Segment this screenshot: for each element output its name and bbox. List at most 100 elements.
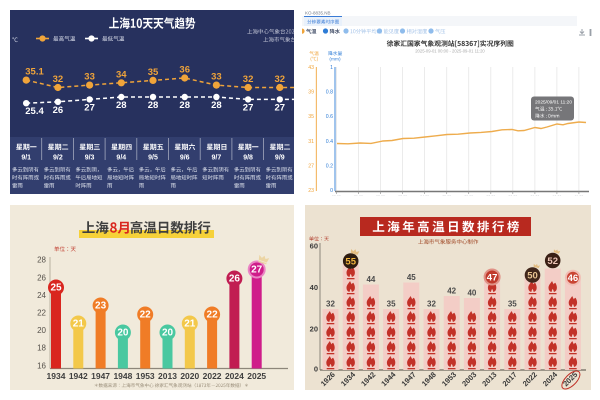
svg-text:22: 22: [37, 309, 46, 318]
svg-text:32: 32: [53, 74, 64, 85]
svg-text:32: 32: [326, 300, 335, 309]
svg-text:01:00: 01:00: [354, 195, 363, 196]
svg-text:27: 27: [84, 102, 95, 113]
svg-text:23: 23: [95, 301, 107, 312]
svg-text:26: 26: [53, 105, 64, 116]
svg-text:55: 55: [345, 256, 356, 267]
svg-text:1942: 1942: [69, 371, 88, 381]
svg-text:2025/09/01 11:20: 2025/09/01 11:20: [535, 100, 572, 106]
svg-text:43: 43: [308, 65, 314, 71]
svg-text:09:00: 09:00: [530, 195, 539, 196]
svg-text:9/9: 9/9: [275, 155, 285, 162]
svg-text:06:00: 06:00: [464, 195, 473, 196]
svg-text:33: 33: [84, 72, 95, 83]
svg-text:20: 20: [310, 325, 318, 334]
svg-text:28: 28: [179, 100, 190, 111]
svg-text:35: 35: [308, 114, 314, 120]
svg-text:0.6: 0.6: [326, 114, 333, 120]
svg-text:00:00: 00:00: [332, 195, 341, 196]
svg-text:28: 28: [148, 100, 159, 111]
svg-text:1948: 1948: [113, 371, 132, 381]
svg-text:2013: 2013: [158, 371, 177, 381]
svg-text:2003: 2003: [460, 370, 478, 388]
svg-text:28: 28: [116, 100, 127, 111]
svg-text:1953: 1953: [440, 370, 458, 388]
svg-text:9/5: 9/5: [148, 155, 158, 162]
svg-text:32: 32: [427, 300, 436, 309]
svg-text:28: 28: [211, 100, 222, 111]
svg-text:35: 35: [508, 300, 517, 309]
svg-text:20: 20: [117, 328, 129, 339]
svg-text:45: 45: [407, 273, 416, 282]
svg-text:04:00: 04:00: [420, 195, 429, 196]
svg-text:21: 21: [73, 319, 85, 330]
svg-text:40: 40: [310, 283, 318, 292]
svg-text:26: 26: [229, 274, 241, 285]
svg-text:9/1: 9/1: [21, 155, 31, 162]
svg-text:27: 27: [275, 102, 286, 113]
svg-text:20: 20: [37, 326, 46, 335]
svg-text:42: 42: [447, 287, 456, 296]
svg-text:1942: 1942: [359, 370, 377, 388]
svg-text:16: 16: [37, 361, 46, 370]
svg-text:50: 50: [527, 270, 538, 281]
svg-text:27: 27: [251, 265, 263, 276]
svg-text:2013: 2013: [480, 370, 498, 388]
svg-text:1926: 1926: [319, 370, 337, 388]
svg-text:25: 25: [50, 283, 62, 294]
svg-text:32: 32: [243, 74, 254, 85]
svg-text:08:00: 08:00: [508, 195, 517, 196]
svg-text:20: 20: [162, 328, 174, 339]
svg-text:60: 60: [310, 242, 318, 251]
svg-text:03:00: 03:00: [398, 195, 407, 196]
svg-text:25.4: 25.4: [25, 106, 44, 117]
svg-text:10:00: 10:00: [552, 195, 561, 196]
svg-text:1: 1: [330, 65, 333, 71]
svg-text:9/7: 9/7: [212, 155, 222, 162]
svg-text:1934: 1934: [339, 369, 358, 388]
svg-text:2024: 2024: [225, 371, 244, 381]
svg-text:0: 0: [314, 364, 318, 373]
svg-text:(mm): (mm): [329, 57, 341, 63]
svg-text:0: 0: [330, 188, 333, 194]
svg-text:1947: 1947: [91, 371, 110, 381]
svg-text:1948: 1948: [420, 370, 438, 388]
svg-text:KO-8835.NB: KO-8835.NB: [305, 11, 331, 16]
svg-text:1934: 1934: [47, 371, 66, 381]
svg-text:0.8: 0.8: [326, 90, 333, 96]
svg-text:1953: 1953: [136, 371, 155, 381]
svg-text:1947: 1947: [400, 370, 418, 388]
svg-text:39: 39: [308, 90, 314, 96]
svg-text:9/2: 9/2: [53, 155, 63, 162]
svg-text:36: 36: [179, 65, 190, 76]
svg-text:23: 23: [308, 188, 314, 194]
svg-text:05:00: 05:00: [442, 195, 451, 196]
svg-text:0.4: 0.4: [326, 139, 333, 145]
svg-text:1944: 1944: [379, 369, 398, 388]
svg-text:28: 28: [37, 256, 46, 265]
svg-text:02:00: 02:00: [376, 195, 385, 196]
svg-text:40: 40: [467, 289, 476, 298]
svg-text:35.1: 35.1: [25, 67, 44, 78]
svg-text:18: 18: [37, 344, 46, 353]
svg-text:2020: 2020: [180, 371, 199, 381]
svg-text:2022: 2022: [521, 370, 539, 388]
svg-text:31: 31: [308, 139, 314, 145]
svg-text:9/4: 9/4: [116, 155, 126, 162]
svg-text:9/3: 9/3: [85, 155, 95, 162]
svg-text:35: 35: [387, 300, 396, 309]
svg-text:2024: 2024: [541, 369, 560, 388]
svg-text:26: 26: [37, 273, 46, 282]
svg-text:24: 24: [37, 291, 46, 300]
svg-text:33: 33: [211, 72, 222, 83]
svg-text:2022: 2022: [203, 371, 222, 381]
svg-text:52: 52: [547, 256, 558, 267]
svg-text:27: 27: [243, 102, 254, 113]
svg-text:2025: 2025: [247, 371, 266, 381]
svg-text:22: 22: [207, 310, 219, 321]
svg-text:22: 22: [140, 310, 152, 321]
svg-text:2017: 2017: [501, 370, 519, 388]
svg-text:44: 44: [366, 275, 375, 284]
svg-text:2025-09-01 00:00 - 2025-09-0: 2025-09-01 00:00 - 2025-09-01 11:20: [415, 49, 485, 54]
svg-text:11:00: 11:00: [575, 195, 584, 196]
